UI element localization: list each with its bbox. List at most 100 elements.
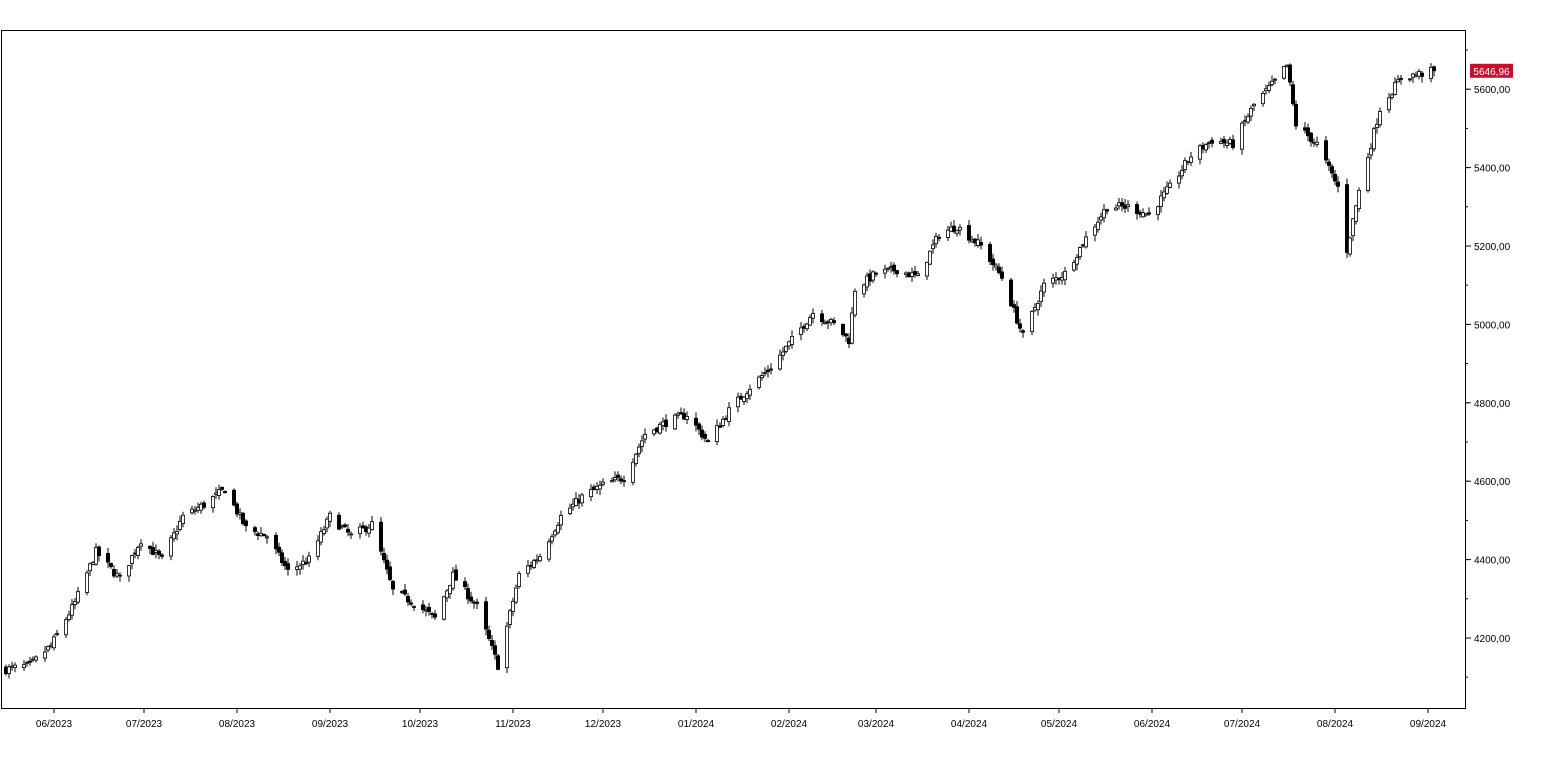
candle [135,545,140,560]
candle [1168,179,1173,189]
candle [1408,78,1413,82]
candle [138,539,143,551]
candle-body [937,236,942,239]
candle-body [958,226,963,231]
candle [1114,204,1119,211]
candle [1354,204,1359,225]
candle-body [216,489,221,496]
candle [1273,77,1278,85]
last-value-label: 5646,96 [1473,67,1510,78]
y-tick-label: 5400,00 [1474,164,1511,175]
candle-body [886,267,891,270]
candle [216,484,221,500]
candle [742,395,747,406]
x-tick-label: 06/2023 [36,719,73,730]
candle-body [504,625,509,669]
candle-body [832,320,837,324]
candle [1357,187,1362,212]
candle [315,535,320,561]
candle [622,475,627,487]
candle-body [1051,277,1056,284]
candle-body [1159,195,1164,207]
candle-body [514,587,519,603]
candle-body [127,565,132,577]
candle [550,533,555,545]
candle-body [931,244,936,250]
candle-body [757,376,762,388]
candle [504,621,509,674]
candle-body [874,272,879,275]
candle-body [321,529,326,534]
x-tick-label: 02/2024 [771,719,808,730]
candle-body [1240,122,1245,150]
candle [420,600,425,614]
candle [676,411,681,419]
candle-body [27,660,32,663]
candle [697,422,702,435]
candle-body [1168,182,1173,188]
candle [240,512,245,526]
candle [664,414,669,432]
candle-body [1180,169,1185,177]
candle [673,413,678,430]
candle [462,577,467,590]
candle-body [526,565,531,574]
candle [1204,143,1209,153]
candle [366,523,371,538]
candle-body [1135,204,1140,215]
candle-body [1063,270,1068,281]
candle-body [159,554,164,557]
candle [231,488,236,507]
candle [721,416,726,428]
candle [243,519,248,532]
candle-body [550,536,555,542]
candle-body [694,417,699,426]
candle-body [1162,191,1167,199]
candle [405,593,410,606]
candle [784,345,789,354]
candle [444,589,449,603]
candle [1222,136,1227,148]
candle-body [955,230,960,234]
candle-body [112,568,117,577]
candle [1075,254,1080,271]
candle-body [222,491,227,494]
candle [874,271,879,277]
candle [507,608,512,629]
candle-body [243,520,248,526]
candle-body [342,524,347,528]
candle [88,562,93,577]
candle [694,412,699,432]
candle-body [381,553,386,561]
candle-body [547,541,552,560]
candle-body [1114,207,1119,211]
candle-body [1357,189,1362,209]
candle [1096,216,1101,233]
candle [526,559,531,578]
candle [1078,246,1083,260]
candle-body [1177,175,1182,184]
candle [1039,285,1044,308]
candle [1210,137,1215,148]
candle-body [1075,257,1080,265]
candle [589,484,594,502]
candle [745,390,750,404]
y-tick-label: 4600,00 [1474,477,1511,488]
candle-body [492,645,497,655]
candle [441,595,446,621]
x-tick-label: 08/2023 [219,719,256,730]
candle-body [345,528,350,533]
candle-body [1120,202,1125,207]
candle [916,271,921,277]
candle [532,558,537,569]
candle [892,262,897,275]
candle [931,239,936,254]
candle [820,309,825,326]
candle [928,250,933,266]
candle [703,431,708,443]
candle [883,264,888,279]
candle-body [411,606,416,608]
candle-body [799,327,804,335]
candle-body [1294,104,1299,127]
candle [736,392,741,413]
